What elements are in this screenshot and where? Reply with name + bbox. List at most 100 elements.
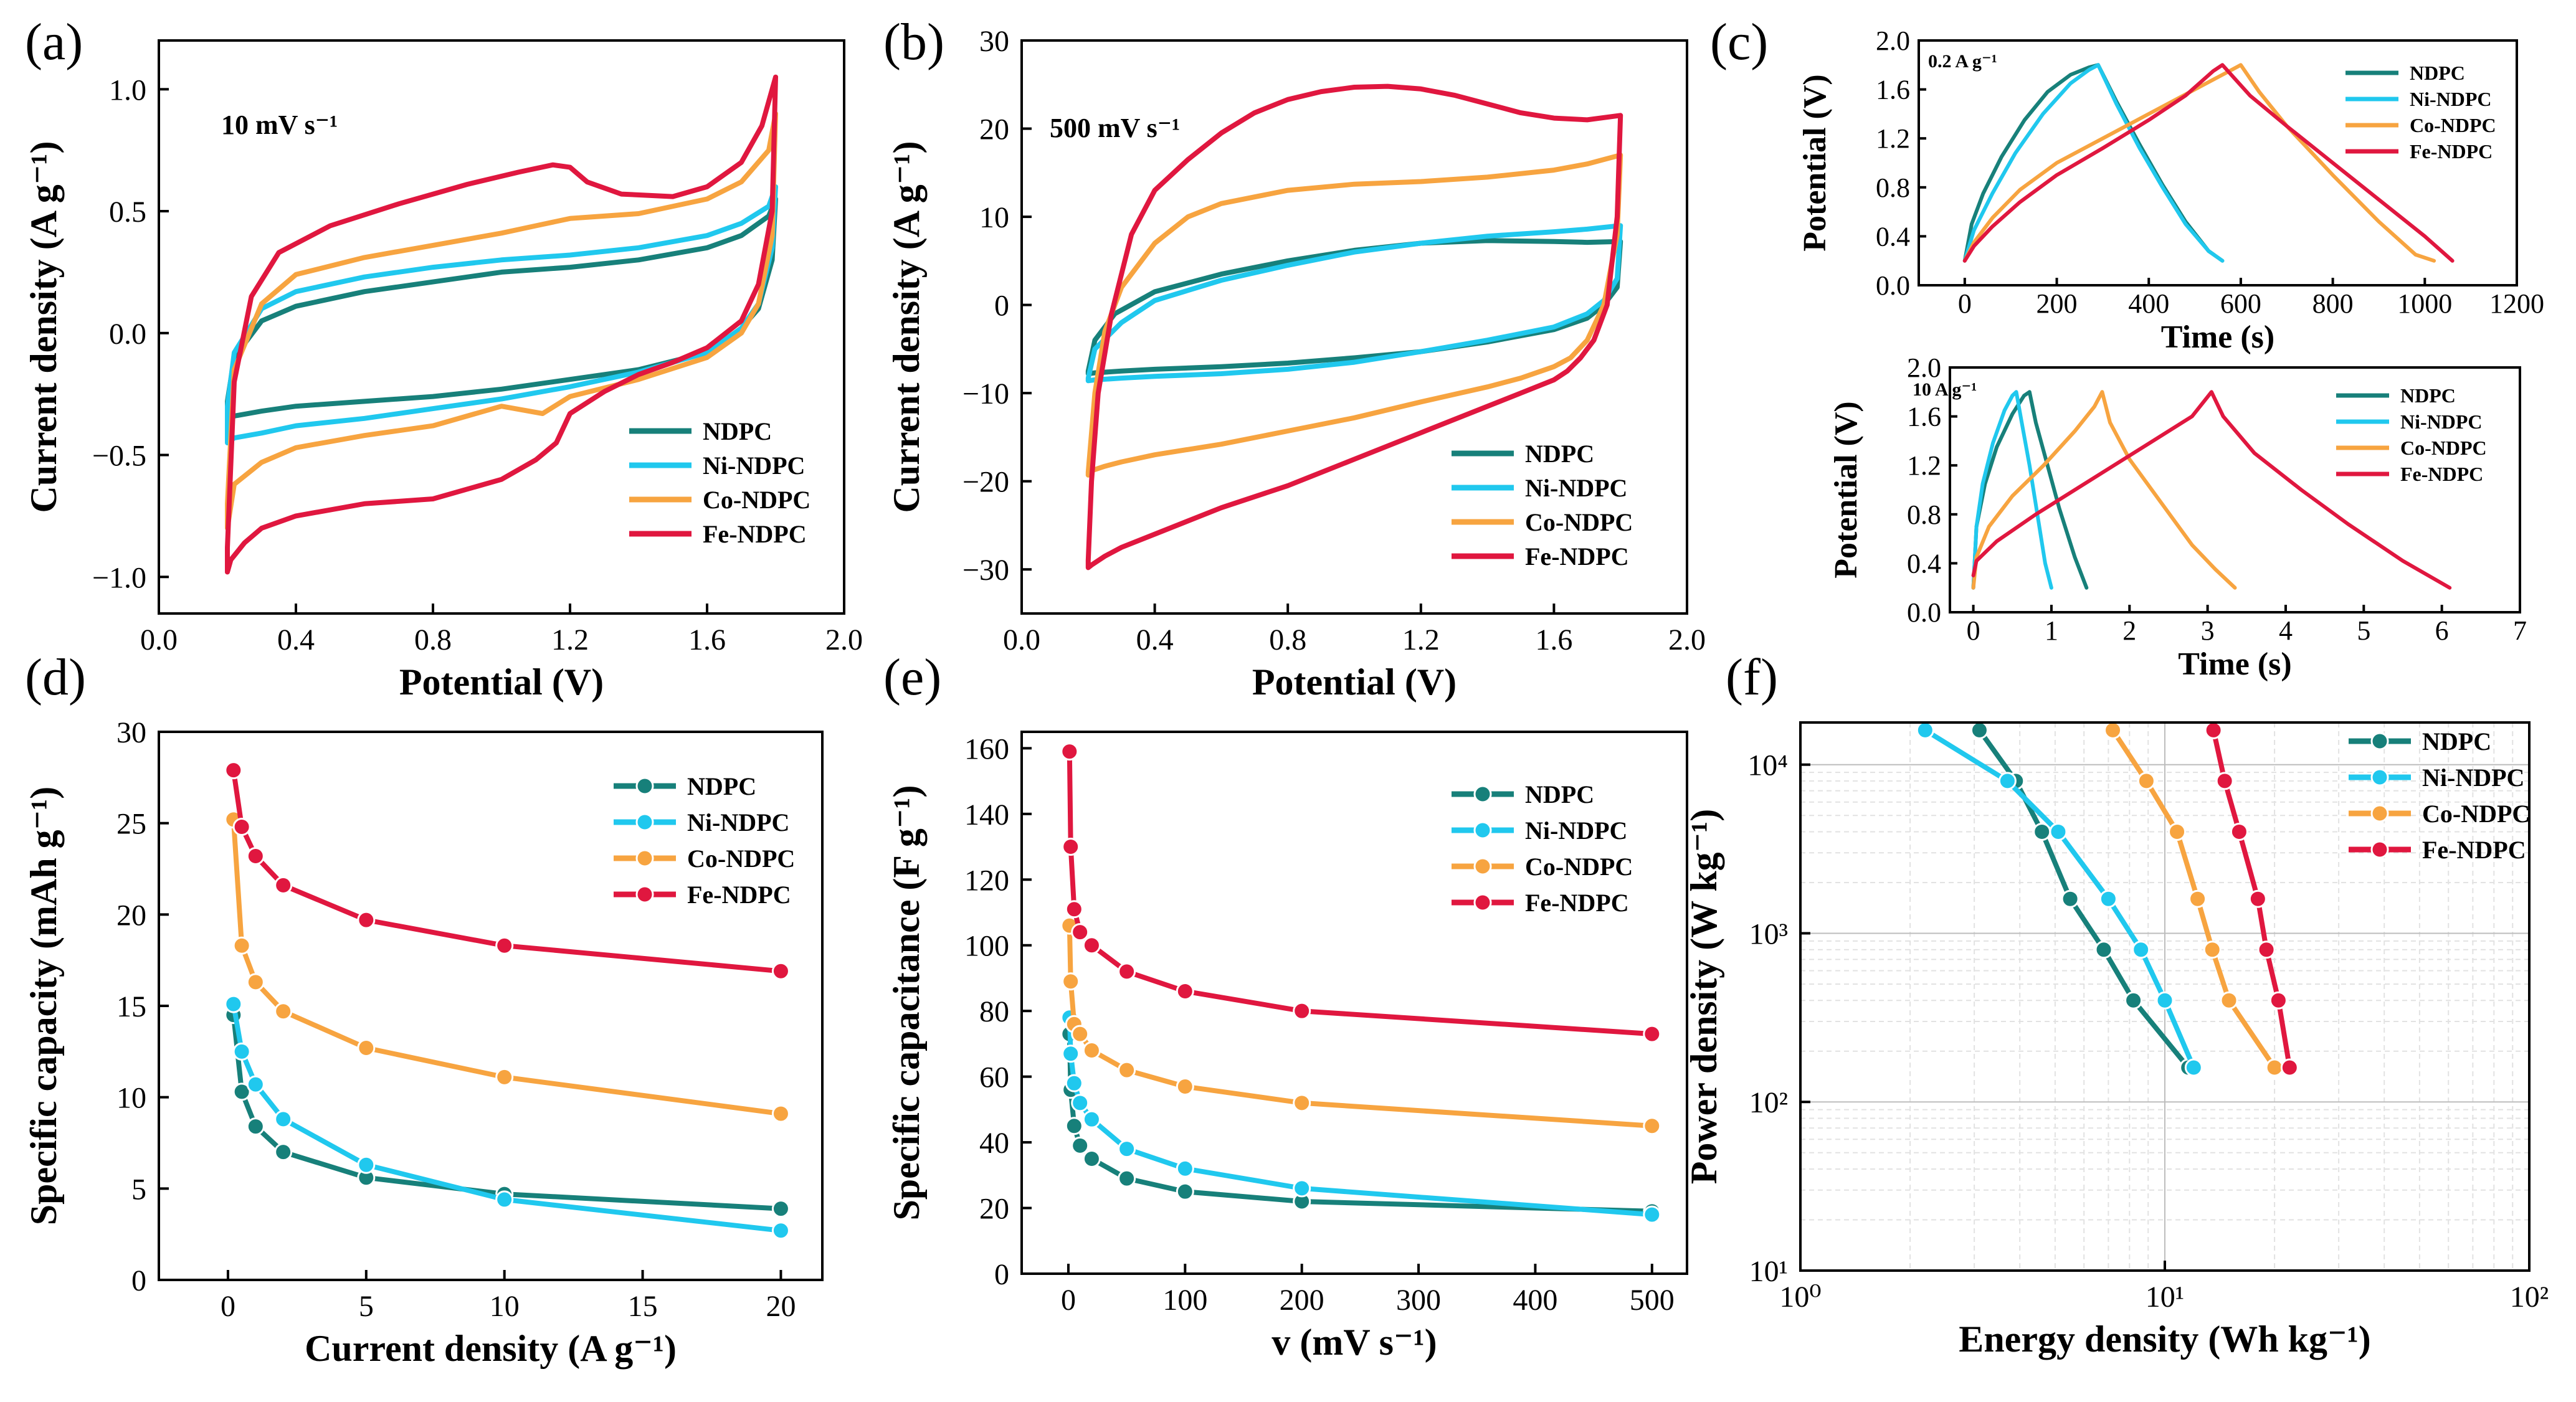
data-point-Ni-NDPC	[2099, 889, 2117, 908]
y-tick-label: 0	[994, 290, 1009, 323]
data-point-Fe-NDPC	[1065, 900, 1083, 919]
data-point-NDPC	[1176, 1182, 1194, 1201]
legend-label-NDPC: NDPC	[2400, 384, 2456, 407]
panel-label: (f)	[1726, 648, 1778, 706]
data-point-Co-NDPC	[232, 936, 251, 955]
panel-a: 0.0 0.4 0.8 1.2 1.6 2.0 −1.0 −0.5 0.0 0.5 1.0 Poten…	[23, 13, 863, 703]
y-tick-label: 30	[979, 25, 1009, 58]
data-point-Fe-NDPC	[2269, 991, 2288, 1010]
data-point-NDPC	[2061, 889, 2079, 908]
series-line-Fe-NDPC	[225, 74, 778, 575]
y-tick-label: 0.8	[1907, 500, 1941, 530]
x-tick-label: 0.4	[1136, 623, 1174, 656]
data-point-Fe-NDPC	[1060, 742, 1079, 761]
panel-label: (e)	[883, 648, 941, 706]
y-tick-label: 0	[994, 1258, 1009, 1291]
y-tick-label: 1.0	[109, 73, 146, 107]
rate-annotation: 500 mV s⁻¹	[1050, 113, 1180, 143]
legend: NDPC Ni-NDPC Co-NDPC Fe-NDPC	[1452, 780, 1633, 917]
legend-marker-Ni-NDPC	[2370, 768, 2389, 787]
data-point-Co-NDPC	[2265, 1058, 2284, 1077]
data-point-Co-NDPC	[274, 1002, 293, 1021]
legend-label-Fe-NDPC: Fe-NDPC	[2422, 836, 2526, 864]
x-tick-label: 5	[2357, 615, 2370, 646]
series-line-NDPC	[1085, 238, 1623, 376]
y-tick-label: 0.4	[1907, 548, 1941, 579]
data-point-NDPC	[1071, 1136, 1090, 1155]
data-point-Fe-NDPC	[2248, 889, 2267, 908]
y-tick-label: −20	[962, 466, 1009, 499]
x-tick-label: 1.2	[551, 623, 589, 656]
x-tick-label: 0	[1958, 288, 1972, 319]
y-tick-label: 30	[116, 716, 146, 749]
y-tick-label: 0	[131, 1264, 146, 1297]
data-point-Co-NDPC	[357, 1038, 376, 1057]
data-point-Fe-NDPC	[1071, 923, 1090, 942]
x-tick-label: 1200	[2489, 288, 2544, 319]
series-line-Co-NDPC	[1962, 63, 2436, 263]
data-point-Fe-NDPC	[2230, 822, 2248, 841]
legend-label-Fe-NDPC: Fe-NDPC	[703, 520, 807, 548]
data-point-Co-NDPC	[2189, 889, 2207, 908]
x-tick-label: 200	[2037, 288, 2078, 319]
y-axis-label: Current density (A g⁻¹)	[886, 141, 927, 513]
y-axis-label: Specific capacitance (F g⁻¹)	[886, 785, 927, 1221]
data-point-Fe-NDPC	[246, 846, 265, 865]
x-tick-label: 0	[221, 1290, 235, 1323]
y-axis-label: Potential (V)	[1828, 401, 1864, 578]
x-tick-label: 0.8	[414, 623, 452, 656]
data-point-Co-NDPC	[2168, 822, 2187, 841]
data-point-Co-NDPC	[1062, 972, 1080, 991]
y-tick-label: 10	[116, 1082, 146, 1115]
plot-frame	[1949, 366, 2521, 613]
x-tick-label: 10¹	[2146, 1281, 2184, 1314]
legend-marker-Ni-NDPC	[1473, 821, 1492, 840]
plot-frame	[1020, 731, 1688, 1275]
legend-label-Ni-NDPC: Ni-NDPC	[2410, 88, 2492, 110]
data-point-Fe-NDPC	[274, 876, 293, 894]
x-tick-label: 300	[1396, 1284, 1441, 1317]
x-tick-label: 0.0	[140, 623, 178, 656]
legend-marker-NDPC	[635, 777, 654, 795]
legend: NDPC Ni-NDPC Co-NDPC Fe-NDPC	[2345, 62, 2496, 163]
data-point-Co-NDPC	[2220, 991, 2238, 1010]
rate-annotation: 10 A g⁻¹	[1913, 379, 1977, 400]
y-tick-label: 10⁴	[1747, 749, 1788, 782]
x-tick-label: 800	[2312, 288, 2354, 319]
data-point-Ni-NDPC	[232, 1042, 251, 1061]
x-tick-label: 10²	[2510, 1281, 2549, 1314]
data-point-Ni-NDPC	[1176, 1159, 1194, 1178]
x-tick-label: 10⁰	[1779, 1281, 1821, 1314]
data-point-NDPC	[2094, 940, 2113, 959]
y-tick-label: 1.2	[1907, 450, 1941, 481]
panel-b: 0.0 0.4 0.8 1.2 1.6 2.0 −30 −20 −10 0 10 20 30 Potent…	[883, 13, 1706, 703]
data-point-Fe-NDPC	[357, 911, 376, 929]
legend-label-Ni-NDPC: Ni-NDPC	[687, 808, 789, 836]
data-point-Ni-NDPC	[1643, 1205, 1661, 1224]
data-point-Ni-NDPC	[2132, 940, 2151, 959]
legend-label-NDPC: NDPC	[2422, 727, 2491, 755]
x-tick-label: 1.6	[1535, 623, 1572, 656]
series-line-Co-NDPC	[1971, 390, 2237, 590]
x-tick-label: 3	[2201, 615, 2215, 646]
legend-marker-Fe-NDPC	[2370, 840, 2389, 859]
x-axis-label: v (mV s⁻¹)	[1271, 1322, 1437, 1363]
legend-label-Fe-NDPC: Fe-NDPC	[2400, 463, 2483, 485]
data-point-Fe-NDPC	[1062, 838, 1080, 856]
data-point-Fe-NDPC	[2257, 940, 2276, 959]
series-line-Co-NDPC	[225, 111, 778, 531]
legend-label-NDPC: NDPC	[1525, 440, 1594, 468]
series-line-NDPC	[1971, 390, 2089, 590]
y-tick-label: 0.0	[1876, 270, 1910, 301]
plot-frame	[1020, 39, 1688, 615]
x-tick-label: 400	[2128, 288, 2169, 319]
y-axis-label: Specific capacity (mAh g⁻¹)	[23, 787, 64, 1226]
legend-label-Ni-NDPC: Ni-NDPC	[1525, 817, 1627, 845]
panel-c_bottom: 0 1 2 3 4 5 6 7 0.0 0.4 0.8 1.2 1.6 2.0 Time (s) Potent…	[1828, 353, 2527, 682]
x-tick-label: 0.4	[277, 623, 315, 656]
legend-label-Co-NDPC: Co-NDPC	[1525, 508, 1633, 536]
y-tick-label: 1.6	[1876, 75, 1910, 105]
y-tick-label: −30	[962, 554, 1009, 587]
